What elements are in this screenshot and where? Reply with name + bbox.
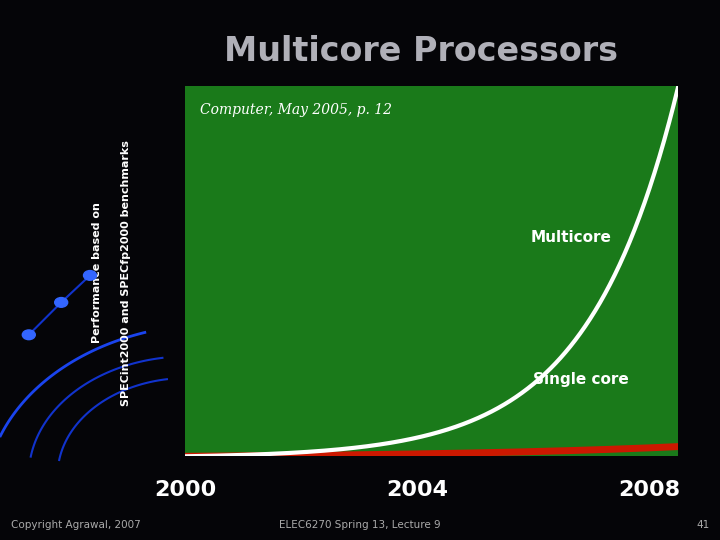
Text: 2004: 2004 bbox=[386, 481, 448, 501]
Text: Performance based on: Performance based on bbox=[92, 202, 102, 343]
Text: Single core: Single core bbox=[533, 372, 629, 387]
Text: 41: 41 bbox=[696, 520, 709, 530]
Text: Copyright Agrawal, 2007: Copyright Agrawal, 2007 bbox=[11, 520, 140, 530]
Text: Multicore: Multicore bbox=[530, 230, 611, 245]
Text: 2008: 2008 bbox=[618, 481, 680, 501]
Text: 2000: 2000 bbox=[154, 481, 216, 501]
Text: Computer, May 2005, p. 12: Computer, May 2005, p. 12 bbox=[200, 103, 392, 117]
Text: Multicore Processors: Multicore Processors bbox=[224, 35, 618, 68]
Text: SPECint2000 and SPECfp2000 benchmarks: SPECint2000 and SPECfp2000 benchmarks bbox=[121, 140, 131, 406]
Text: ELEC6270 Spring 13, Lecture 9: ELEC6270 Spring 13, Lecture 9 bbox=[279, 520, 441, 530]
